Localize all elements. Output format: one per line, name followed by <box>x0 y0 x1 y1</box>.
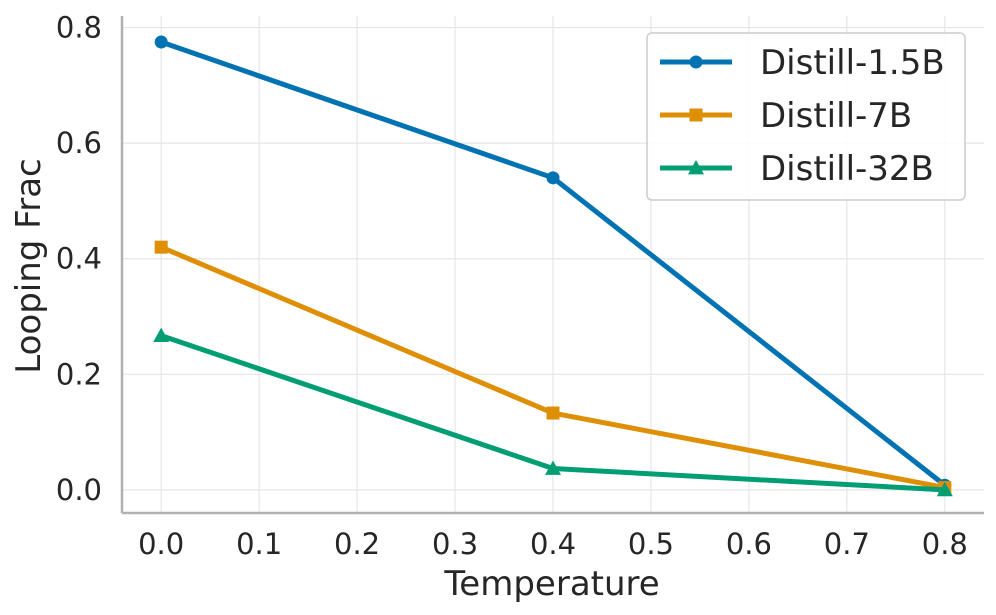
x-tick-label: 0.1 <box>236 527 282 561</box>
x-tick-label: 0.2 <box>334 527 380 561</box>
y-tick-label: 0.2 <box>56 357 102 391</box>
x-axis-label: Temperature <box>443 564 659 604</box>
x-tick-label: 0.8 <box>922 527 968 561</box>
y-tick-label: 0.0 <box>56 473 102 507</box>
series-layer <box>153 35 953 497</box>
legend-marker <box>689 108 703 122</box>
data-point <box>545 460 561 475</box>
y-tick-label: 0.4 <box>56 242 102 276</box>
x-tick-label: 0.5 <box>628 527 674 561</box>
legend-label: Distill-32B <box>760 149 934 189</box>
data-point <box>154 35 168 49</box>
y-tick-labels: 0.0 0.2 0.4 0.6 0.8 <box>56 11 102 507</box>
legend-frame <box>646 32 966 201</box>
x-tick-label: 0.3 <box>432 527 478 561</box>
legend-entry: Distill-7B <box>660 96 912 136</box>
x-tick-label: 0.4 <box>530 527 576 561</box>
axes-spines <box>120 16 984 515</box>
x-tick-label: 0.6 <box>726 527 772 561</box>
x-tick-labels: 0.0 0.1 0.2 0.3 0.4 0.5 0.6 0.7 0.8 <box>138 527 968 561</box>
data-point <box>936 481 953 497</box>
legend-marker <box>688 160 704 175</box>
x-tick-label: 0.0 <box>138 527 184 561</box>
legend-label: Distill-7B <box>760 96 912 136</box>
legend-entry: Distill-1.5B <box>660 43 945 83</box>
x-tick-label: 0.7 <box>824 527 870 561</box>
legend-entry: Distill-32B <box>660 149 934 189</box>
y-tick-label: 0.8 <box>56 11 102 45</box>
series-distill-32b <box>153 327 953 497</box>
y-axis-label: Looping Frac <box>9 158 49 374</box>
legend-label: Distill-1.5B <box>760 43 945 83</box>
legend: Distill-1.5B Distill-7B Distill-32B <box>646 32 966 201</box>
data-point <box>546 171 560 185</box>
data-point <box>153 327 170 342</box>
data-point <box>546 406 560 420</box>
legend-marker <box>689 55 703 69</box>
data-point <box>154 240 168 254</box>
y-tick-label: 0.6 <box>56 126 102 160</box>
